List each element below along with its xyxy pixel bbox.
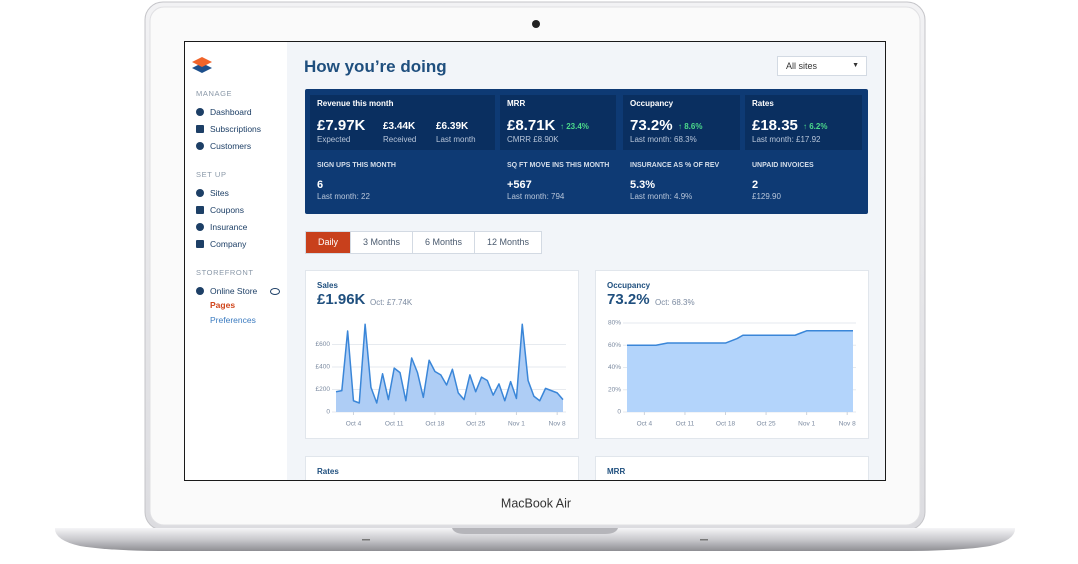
nav-icon: [196, 287, 204, 295]
kpi-value: 6: [317, 179, 324, 191]
site-select-label: All sites: [786, 61, 818, 71]
kpi-value: £8.71K: [507, 117, 556, 134]
card-title: Rates: [317, 467, 339, 476]
kpi-change: ↑ 23.4%: [560, 122, 589, 131]
nav-item[interactable]: Online Store: [210, 286, 258, 296]
nav-item[interactable]: Insurance: [210, 222, 248, 232]
eye-icon[interactable]: [270, 288, 280, 295]
hinge: [362, 539, 370, 541]
card: [595, 456, 869, 480]
kpi-sub: Last month: 794: [507, 192, 565, 201]
section-heading: STOREFRONT: [196, 268, 254, 277]
nav-icon: [196, 125, 204, 133]
kpi-label: UNPAID INVOICES: [752, 162, 814, 169]
card-value: 73.2%: [607, 291, 650, 308]
nav-subitem[interactable]: Preferences: [210, 315, 256, 325]
nav-icon: [196, 223, 204, 231]
section-heading: MANAGE: [196, 89, 233, 98]
kpi-caption: Received: [383, 135, 417, 144]
kpi-caption: Last month: [436, 135, 476, 144]
tab[interactable]: 12 Months: [474, 231, 543, 254]
tab[interactable]: 3 Months: [350, 231, 414, 254]
tab[interactable]: 6 Months: [412, 231, 476, 254]
kpi-sub: Last month: £17.92: [752, 135, 821, 144]
kpi-sub: Last month: 68.3%: [630, 135, 697, 144]
notch: [452, 528, 618, 534]
kpi-sub: £129.90: [752, 192, 781, 201]
nav-item[interactable]: Sites: [210, 188, 229, 198]
card-title: MRR: [607, 467, 626, 476]
nav-icon: [196, 240, 204, 248]
kpi-label: INSURANCE AS % OF REV: [630, 162, 720, 169]
kpi-figure: £6.39K: [436, 121, 469, 132]
nav-item[interactable]: Dashboard: [210, 107, 252, 117]
site-select[interactable]: All sites ▼: [777, 56, 867, 76]
kpi-sub: CMRR £8.90K: [507, 135, 559, 144]
kpi-tile: [623, 95, 740, 150]
kpi-figure: £3.44K: [383, 121, 416, 132]
kpi-value: 5.3%: [630, 179, 656, 191]
card-value: £1.96K: [317, 291, 366, 308]
kpi-value: 73.2%: [630, 117, 673, 134]
card-title: Sales: [317, 281, 338, 290]
nav-icon: [196, 206, 204, 214]
kpi-change: ↑ 6.2%: [803, 122, 828, 131]
dropdown-arrow: ▼: [852, 62, 859, 69]
kpi-tile: [745, 95, 862, 150]
kpi-tile: [500, 95, 616, 150]
kpi-sub: Last month: 4.9%: [630, 192, 693, 201]
kpi-label: SQ FT MOVE INS THIS MONTH: [507, 162, 610, 169]
kpi-caption: Expected: [317, 135, 351, 144]
camera: [532, 20, 540, 28]
kpi-label: MRR: [507, 99, 526, 108]
base: [54, 528, 1016, 551]
kpi-value: +567: [507, 179, 532, 191]
card-compare: Oct: 68.3%: [655, 298, 695, 307]
hinge: [700, 539, 708, 541]
nav-item[interactable]: Customers: [210, 141, 252, 151]
logo[interactable]: [190, 55, 214, 77]
nav-icon: [196, 189, 204, 197]
nav-icon: [196, 142, 204, 150]
kpi-tile: [310, 95, 495, 150]
nav-icon: [196, 108, 204, 116]
device-label: MacBook Air: [501, 496, 571, 510]
kpi-label: Rates: [752, 99, 774, 108]
tab[interactable]: Daily: [305, 231, 352, 254]
card-compare: Oct: £7.74K: [370, 298, 413, 307]
card: [305, 456, 579, 480]
kpi-label: Occupancy: [630, 99, 674, 108]
kpi-change: ↑ 8.6%: [678, 122, 703, 131]
page-title: How you’re doing: [304, 57, 447, 76]
kpi-label: SIGN UPS THIS MONTH: [317, 162, 396, 169]
nav-item[interactable]: Coupons: [210, 205, 245, 215]
nav-item[interactable]: Subscriptions: [210, 124, 262, 134]
nav-subitem[interactable]: Pages: [210, 300, 236, 310]
kpi-figure: £7.97K: [317, 117, 366, 134]
kpi-sub: Last month: 22: [317, 192, 370, 201]
kpi-label: Revenue this month: [317, 99, 394, 108]
kpi-value: £18.35: [752, 117, 798, 134]
kpi-value: 2: [752, 179, 759, 191]
section-heading: SET UP: [196, 170, 227, 179]
nav-item[interactable]: Company: [210, 239, 247, 249]
card-title: Occupancy: [607, 281, 651, 290]
